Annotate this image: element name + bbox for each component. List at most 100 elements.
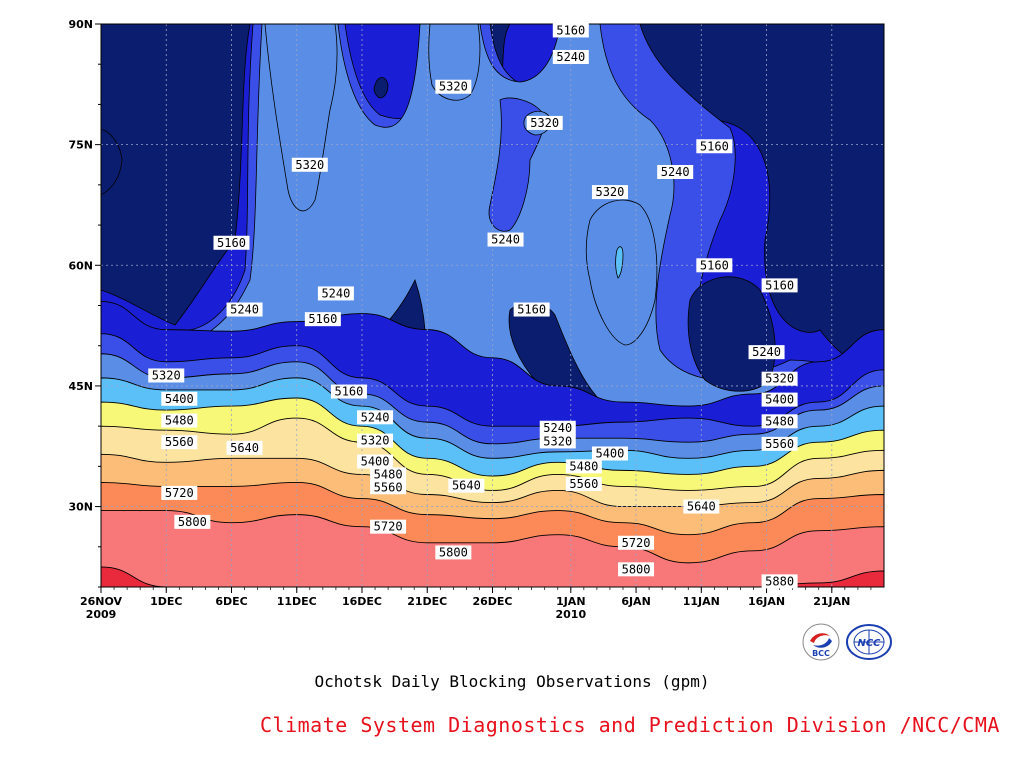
contour-label: 5400 bbox=[357, 454, 394, 469]
contour-label: 5240 bbox=[226, 302, 263, 317]
contour-label-box bbox=[226, 302, 263, 317]
contour-label: 5480 bbox=[370, 467, 407, 482]
contour-label: 5240 bbox=[657, 164, 694, 179]
x-tick-label: 1JAN bbox=[556, 595, 585, 608]
contour-label-box bbox=[761, 392, 798, 407]
x-tick-label: 21DEC bbox=[407, 595, 447, 608]
contour-label-box bbox=[513, 302, 550, 317]
contour-label: 5640 bbox=[226, 440, 263, 455]
contour-label: 5720 bbox=[161, 485, 198, 500]
contour-label-text: 5240 bbox=[321, 286, 350, 300]
contour-label: 5800 bbox=[618, 562, 655, 577]
contour-label: 5240 bbox=[317, 286, 354, 301]
contour-label: 5320 bbox=[761, 371, 798, 386]
contour-label-box bbox=[761, 278, 798, 293]
contour-label-text: 5400 bbox=[165, 392, 194, 406]
ncc-logo-icon: NCC bbox=[845, 623, 893, 661]
contour-label-text: 5720 bbox=[622, 536, 651, 550]
x-tick-label: 26NOV bbox=[80, 595, 123, 608]
contour-label-box bbox=[539, 434, 576, 449]
contour-label-text: 5240 bbox=[556, 50, 585, 64]
contour-label: 5160 bbox=[761, 278, 798, 293]
contour-label-box bbox=[370, 480, 407, 495]
x-tick-label: 11JAN bbox=[683, 595, 720, 608]
x-tick-year: 2009 bbox=[86, 608, 117, 621]
y-tick-label: 75N bbox=[68, 139, 93, 152]
contour-region-below_5160 bbox=[373, 77, 389, 99]
contour-label-box bbox=[565, 459, 602, 474]
contour-label-box bbox=[696, 258, 733, 273]
contour-label: 5640 bbox=[448, 478, 485, 493]
contour-label: 5160 bbox=[304, 312, 341, 327]
contour-label-text: 5480 bbox=[765, 414, 794, 428]
contour-label-text: 5800 bbox=[178, 515, 207, 529]
contour-label: 5240 bbox=[748, 345, 785, 360]
contour-label-box bbox=[357, 454, 394, 469]
y-axis: 30N 45N 60N 75N 90N bbox=[68, 18, 101, 588]
contour-label-box bbox=[618, 562, 655, 577]
contour-label-box bbox=[591, 185, 628, 200]
x-tick-label: 16JAN bbox=[748, 595, 785, 608]
contour-label-text: 5880 bbox=[765, 574, 794, 588]
contour-label-text: 5160 bbox=[765, 278, 794, 292]
contour-label-text: 5640 bbox=[687, 500, 716, 514]
contour-label-text: 5480 bbox=[569, 459, 598, 473]
contour-label-text: 5240 bbox=[361, 410, 390, 424]
contour-label: 5160 bbox=[330, 384, 367, 399]
y-tick-label: 90N bbox=[68, 18, 93, 31]
contour-label-box bbox=[370, 467, 407, 482]
x-tick-label: 11DEC bbox=[277, 595, 317, 608]
contour-label-box bbox=[304, 312, 341, 327]
contour-label-box bbox=[539, 420, 576, 435]
ncc-logo-text: NCC bbox=[857, 638, 881, 649]
y-tick-label: 60N bbox=[68, 259, 93, 272]
contour-label: 5880 bbox=[761, 574, 798, 589]
contour-label-box bbox=[761, 371, 798, 386]
contour-label-text: 5320 bbox=[439, 80, 468, 94]
contour-label-box bbox=[357, 433, 394, 448]
contour-label-box bbox=[696, 139, 733, 154]
contour-label-text: 5240 bbox=[230, 303, 259, 317]
contour-label: 5240 bbox=[539, 420, 576, 435]
x-tick-label: 21JAN bbox=[813, 595, 850, 608]
y-tick-label: 45N bbox=[68, 380, 93, 393]
contour-label-box bbox=[161, 413, 198, 428]
contour-label: 5400 bbox=[761, 392, 798, 407]
plot-area bbox=[101, 24, 884, 587]
contour-label: 5320 bbox=[526, 115, 563, 130]
contour-region-5320 bbox=[585, 199, 658, 346]
contour-label: 5320 bbox=[435, 79, 472, 94]
contour-label-text: 5320 bbox=[152, 368, 181, 382]
contour-label: 5400 bbox=[591, 446, 628, 461]
contour-label-box bbox=[552, 23, 589, 38]
contour-label: 5160 bbox=[513, 302, 550, 317]
contour-label: 5800 bbox=[435, 545, 472, 560]
contour-label: 5160 bbox=[696, 258, 733, 273]
contour-label: 5560 bbox=[565, 477, 602, 492]
contour-label: 5240 bbox=[552, 49, 589, 64]
contour-label: 5320 bbox=[539, 434, 576, 449]
contour-label-text: 5160 bbox=[217, 236, 246, 250]
contour-region-below_5160 bbox=[101, 129, 123, 196]
contour-label-text: 5320 bbox=[543, 434, 572, 448]
contour-label-box bbox=[761, 414, 798, 429]
contour-label-text: 5160 bbox=[517, 303, 546, 317]
contour-label: 5240 bbox=[357, 410, 394, 425]
contour-label-box bbox=[148, 368, 185, 383]
contour-label-text: 5800 bbox=[622, 562, 651, 576]
contour-label: 5160 bbox=[213, 235, 250, 250]
contour-label: 5160 bbox=[696, 139, 733, 154]
contour-label-text: 5320 bbox=[295, 158, 324, 172]
x-tick-label: 26DEC bbox=[472, 595, 512, 608]
x-tick-label: 1DEC bbox=[150, 595, 182, 608]
contour-label-box bbox=[618, 535, 655, 550]
x-tick-label: 6JAN bbox=[621, 595, 650, 608]
contour-label-text: 5320 bbox=[595, 185, 624, 199]
contour-label-text: 5480 bbox=[374, 467, 403, 481]
contour-label-text: 5560 bbox=[374, 480, 403, 494]
contour-label-box bbox=[317, 286, 354, 301]
contour-label-text: 5240 bbox=[543, 421, 572, 435]
contour-label-box bbox=[487, 232, 524, 247]
contour-label-text: 5800 bbox=[439, 545, 468, 559]
